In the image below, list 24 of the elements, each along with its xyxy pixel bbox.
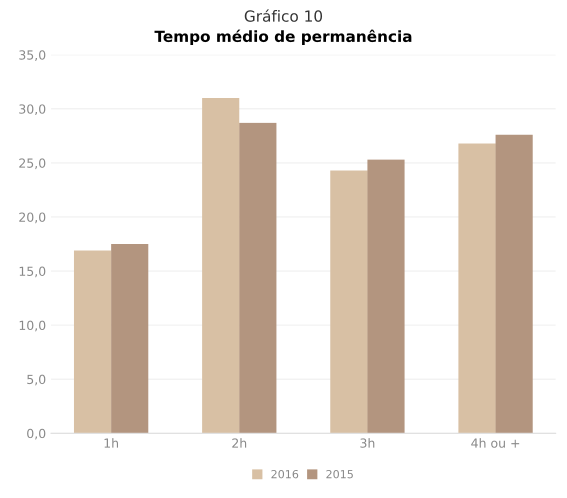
y-tick-label: 25,0 — [19, 158, 46, 170]
y-tick-label: 0,0 — [27, 428, 46, 440]
y-tick-label: 5,0 — [27, 374, 46, 386]
x-tick-label: 1h — [104, 438, 118, 448]
x-tick-label: 2h — [232, 438, 246, 448]
bar — [239, 122, 276, 434]
bar — [330, 170, 368, 434]
legend-label: 2015 — [326, 470, 353, 478]
bar — [496, 134, 533, 434]
y-tick-label: 15,0 — [20, 266, 46, 278]
y-tick-label: 20,0 — [19, 212, 46, 224]
bar — [458, 143, 496, 434]
x-tick-label: 4h ou + — [471, 438, 520, 448]
x-tick-label: 3h — [360, 438, 374, 448]
bar — [367, 160, 405, 434]
legend-label: 2016 — [271, 470, 298, 478]
bar — [74, 250, 112, 434]
y-tick-label: 10,0 — [20, 320, 46, 332]
bar — [202, 98, 240, 434]
y-tick-label: 35,0 — [19, 50, 46, 61]
bar — [111, 244, 148, 434]
chart-title: Gráfico 10 — [244, 9, 322, 22]
y-tick-label: 30,0 — [19, 104, 46, 116]
chart-subtitle: Tempo médio de permanência — [154, 30, 412, 46]
